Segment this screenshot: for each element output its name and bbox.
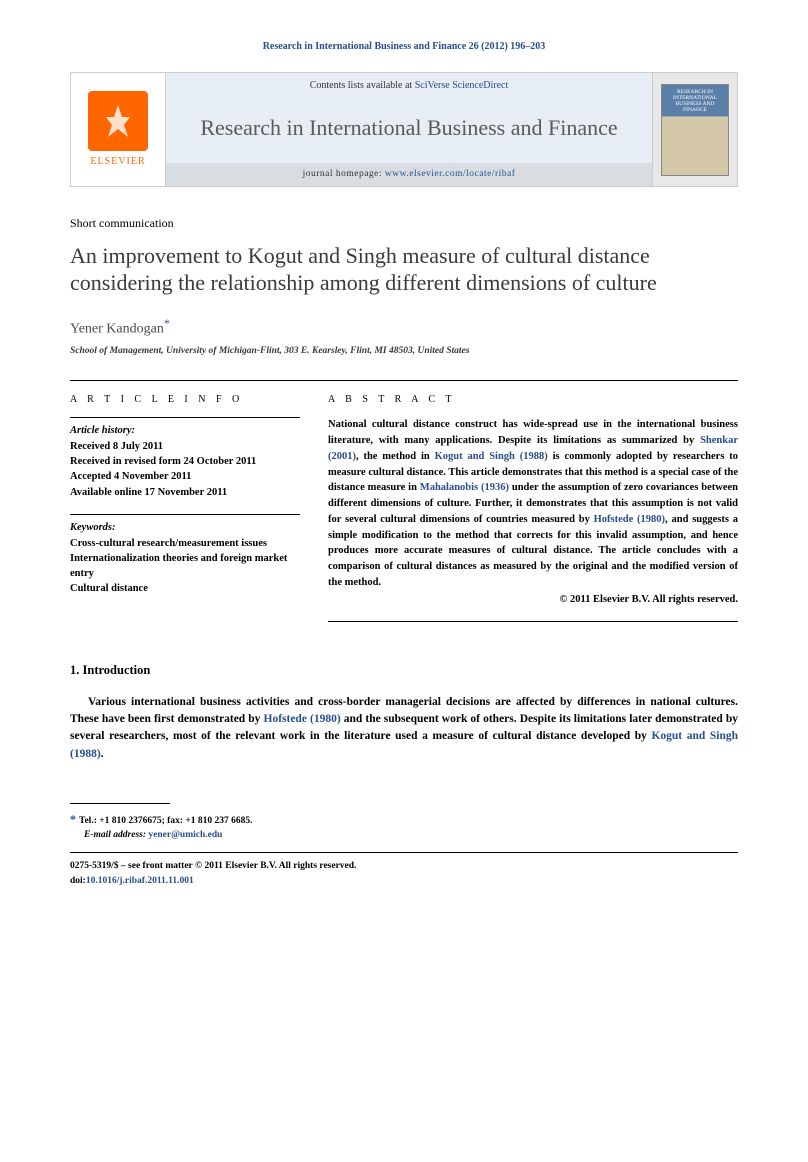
homepage-link[interactable]: www.elsevier.com/locate/ribaf: [385, 169, 515, 179]
history-label: Article history:: [70, 424, 300, 439]
publisher-logo-box: ELSEVIER: [71, 73, 166, 186]
ref-hofstede-intro[interactable]: Hofstede (1980): [264, 713, 341, 725]
article-title: An improvement to Kogut and Singh measur…: [70, 242, 738, 297]
doi-link[interactable]: 10.1016/j.ribaf.2011.11.001: [86, 876, 194, 886]
accepted-date: Accepted 4 November 2011: [70, 469, 300, 484]
keyword-2: Internationalization theories and foreig…: [70, 551, 300, 581]
doi-line: doi:10.1016/j.ribaf.2011.11.001: [70, 874, 738, 888]
abstract-copyright: © 2011 Elsevier B.V. All rights reserved…: [328, 593, 738, 608]
intro-seg: .: [101, 748, 104, 760]
journal-name-banner: Research in International Business and F…: [166, 113, 652, 143]
footnote-tel: Tel.: +1 810 2376675; fax: +1 810 237 66…: [79, 816, 253, 826]
revised-date: Received in revised form 24 October 2011: [70, 454, 300, 469]
author-name: Yener Kandogan: [70, 321, 164, 336]
sciverse-link[interactable]: SciVerse ScienceDirect: [415, 80, 509, 91]
corresponding-footnote: * Tel.: +1 810 2376675; fax: +1 810 237 …: [70, 810, 738, 828]
keywords-label: Keywords:: [70, 521, 300, 536]
bottom-divider: [70, 852, 738, 853]
article-info-heading: A R T I C L E I N F O: [70, 393, 300, 407]
homepage-line: journal homepage: www.elsevier.com/locat…: [166, 163, 652, 186]
elsevier-tree-icon: [88, 91, 148, 151]
journal-cover-box: RESEARCH IN INTERNATIONAL BUSINESS AND F…: [652, 73, 737, 186]
cover-thumb-text: RESEARCH IN INTERNATIONAL BUSINESS AND F…: [666, 89, 724, 113]
abstract-seg: National cultural distance construct has…: [328, 419, 738, 446]
footnote-star-icon: *: [70, 812, 79, 826]
journal-banner: ELSEVIER Contents lists available at Sci…: [70, 72, 738, 187]
abstract-column: A B S T R A C T National cultural distan…: [328, 381, 738, 622]
corresponding-star-icon: *: [164, 316, 170, 330]
header-citation: Research in International Business and F…: [70, 40, 738, 54]
issn-line: 0275-5319/$ – see front matter © 2011 El…: [70, 859, 738, 873]
affiliation: School of Management, University of Mich…: [70, 345, 738, 358]
intro-heading: 1. Introduction: [70, 662, 738, 680]
article-info-column: A R T I C L E I N F O Article history: R…: [70, 381, 300, 622]
banner-center: Contents lists available at SciVerse Sci…: [166, 73, 652, 186]
doi-prefix: doi:: [70, 876, 86, 886]
abstract-text: National cultural distance construct has…: [328, 417, 738, 590]
footnote-separator: [70, 803, 170, 804]
homepage-prefix: journal homepage:: [303, 169, 385, 179]
ref-hofstede[interactable]: Hofstede (1980): [594, 514, 665, 525]
email-link[interactable]: yener@umich.edu: [148, 830, 222, 840]
abstract-seg: , the method in: [356, 451, 435, 462]
author-line: Yener Kandogan*: [70, 315, 738, 339]
ref-mahalanobis[interactable]: Mahalanobis (1936): [420, 482, 509, 493]
keyword-3: Cultural distance: [70, 581, 300, 596]
info-abstract-row: A R T I C L E I N F O Article history: R…: [70, 380, 738, 622]
online-date: Available online 17 November 2011: [70, 485, 300, 500]
keyword-1: Cross-cultural research/measurement issu…: [70, 536, 300, 551]
ref-kogut-singh[interactable]: Kogut and Singh (1988): [435, 451, 548, 462]
intro-paragraph: Various international business activitie…: [70, 694, 738, 763]
contents-line: Contents lists available at SciVerse Sci…: [166, 79, 652, 93]
received-date: Received 8 July 2011: [70, 439, 300, 454]
article-type: Short communication: [70, 215, 738, 232]
email-label: E-mail address:: [84, 830, 146, 840]
abstract-heading: A B S T R A C T: [328, 393, 738, 407]
journal-cover-thumb: RESEARCH IN INTERNATIONAL BUSINESS AND F…: [661, 84, 729, 176]
email-footnote: E-mail address: yener@umich.edu: [70, 828, 738, 842]
publisher-name: ELSEVIER: [90, 155, 145, 169]
contents-prefix: Contents lists available at: [310, 80, 415, 91]
